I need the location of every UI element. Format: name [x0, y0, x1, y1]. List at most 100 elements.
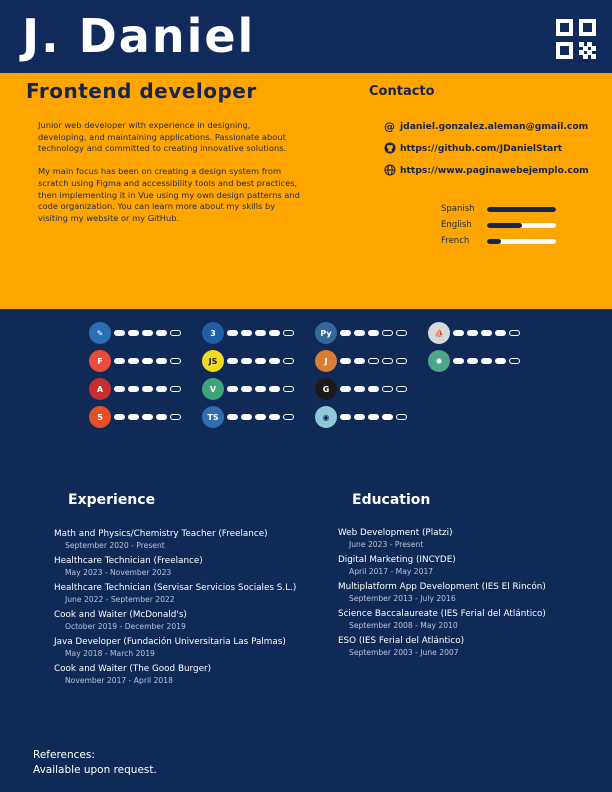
experience-entry: Healthcare Technician (Freelance) May 202… — [54, 556, 203, 577]
javascript-icon: JS — [202, 350, 224, 372]
skill-level-dot — [269, 386, 280, 392]
skill-level-dot — [156, 386, 167, 392]
docker-icon: ⛵ — [428, 322, 450, 344]
experience-title: Experience — [68, 492, 156, 508]
skill-level-dot — [368, 330, 379, 336]
skill-level-dot — [156, 358, 167, 364]
skill-level-dot — [453, 358, 464, 364]
skill-level-dot — [396, 414, 407, 420]
skill-level-dot — [467, 358, 478, 364]
skill-level-dot — [241, 330, 252, 336]
qr-code-icon[interactable] — [556, 19, 596, 59]
experience-entry-title: Cook and Waiter (McDonald's) — [54, 610, 187, 620]
skill-level-dot — [227, 414, 238, 420]
openai-icon: ✺ — [428, 350, 450, 372]
skill-level-dot — [156, 414, 167, 420]
vscode-icon: ✎ — [89, 322, 111, 344]
experience-entry-date: May 2018 - March 2019 — [65, 649, 155, 658]
skill-level-dot — [509, 330, 520, 336]
github-icon — [384, 142, 396, 154]
skill-item: TS — [202, 405, 294, 429]
skill-level-dot — [481, 330, 492, 336]
skill-level-dot — [396, 330, 407, 336]
education-entry-title: Multiplatform App Development (IES El Ri… — [338, 582, 546, 592]
education-entry-date: September 2013 - July 2016 — [349, 594, 456, 603]
figma-icon: F — [89, 350, 111, 372]
skill-level-dot — [241, 386, 252, 392]
skill-level-dot — [241, 358, 252, 364]
skill-level-dot — [453, 330, 464, 336]
education-entry-title: Web Development (Platzi) — [338, 528, 453, 538]
skill-level-dot — [283, 414, 294, 420]
skill-item: JS — [202, 349, 294, 373]
job-title: Frontend developer — [26, 79, 257, 103]
language-level-fill — [487, 239, 501, 244]
summary: Junior web developer with experience in … — [38, 120, 300, 236]
email-text: jdaniel.gonzalez.aleman@gmail.com — [400, 120, 589, 132]
skill-item: G — [315, 377, 407, 401]
skill-level-dot — [170, 358, 181, 364]
skill-level-dot — [227, 330, 238, 336]
skill-level-dot — [283, 358, 294, 364]
github-link[interactable]: https://github.com/JDanielStart — [384, 142, 562, 154]
experience-entry-date: June 2022 - September 2022 — [65, 595, 175, 604]
skill-level-dot — [368, 386, 379, 392]
copilot-icon: ◉ — [315, 406, 337, 428]
experience-entry-title: Java Developer (Fundación Universitaria … — [54, 637, 286, 647]
language-level-fill — [487, 207, 556, 212]
language-name: Spanish — [441, 204, 475, 214]
skill-level-dot — [354, 358, 365, 364]
angular-icon: A — [89, 378, 111, 400]
education-title: Education — [352, 492, 431, 508]
skill-level-dot — [340, 330, 351, 336]
skill-level-dot — [142, 414, 153, 420]
skill-item: Py — [315, 321, 407, 345]
education-entry: ESO (IES Ferial del Atlántico) September … — [338, 636, 464, 657]
skill-level — [453, 358, 520, 364]
skill-level-dot — [128, 358, 139, 364]
skill-level-dot — [269, 414, 280, 420]
typescript-icon: TS — [202, 406, 224, 428]
skill-level — [453, 330, 520, 336]
skill-level — [227, 414, 294, 420]
skill-level-dot — [170, 414, 181, 420]
skill-level — [227, 386, 294, 392]
education-entry-title: Science Baccalaureate (IES Ferial del At… — [338, 609, 546, 619]
skill-level — [114, 330, 181, 336]
skill-level-dot — [283, 386, 294, 392]
skill-level-dot — [382, 414, 393, 420]
language-level-bar — [487, 239, 556, 244]
language-name: French — [441, 236, 470, 246]
skill-level-dot — [396, 386, 407, 392]
skill-item: ✺ — [428, 349, 520, 373]
skill-level-dot — [368, 358, 379, 364]
experience-entry-date: May 2023 - November 2023 — [65, 568, 172, 577]
candidate-name: J. Daniel — [22, 9, 256, 63]
experience-entry: Java Developer (Fundación Universitaria … — [54, 637, 286, 658]
experience-entry-date: November 2017 - April 2018 — [65, 676, 173, 685]
email-link[interactable]: @ jdaniel.gonzalez.aleman@gmail.com — [384, 120, 588, 132]
skill-level-dot — [509, 358, 520, 364]
skill-level-dot — [382, 330, 393, 336]
education-entry: Multiplatform App Development (IES El Ri… — [338, 582, 546, 603]
summary-paragraph: My main focus has been on creating a des… — [38, 166, 300, 223]
website-link[interactable]: https://www.paginawebejemplo.com — [384, 164, 589, 176]
education-entry-title: ESO (IES Ferial del Atlántico) — [338, 636, 465, 646]
skill-level-dot — [396, 358, 407, 364]
skill-level-dot — [241, 414, 252, 420]
skill-level-dot — [382, 386, 393, 392]
skill-level-dot — [354, 386, 365, 392]
education-entry-date: April 2017 - May 2017 — [349, 567, 434, 576]
skill-level-dot — [128, 330, 139, 336]
skill-level-dot — [128, 414, 139, 420]
skill-level-dot — [170, 386, 181, 392]
education-entry: Web Development (Platzi) June 2023 - Pres… — [338, 528, 453, 549]
education-entry: Science Baccalaureate (IES Ferial del At… — [338, 609, 546, 630]
skill-level-dot — [142, 330, 153, 336]
skill-level — [114, 414, 181, 420]
globe-icon — [384, 164, 396, 176]
skill-item: 3 — [202, 321, 294, 345]
python-icon: Py — [315, 322, 337, 344]
skill-level-dot — [467, 330, 478, 336]
skill-level-dot — [340, 414, 351, 420]
